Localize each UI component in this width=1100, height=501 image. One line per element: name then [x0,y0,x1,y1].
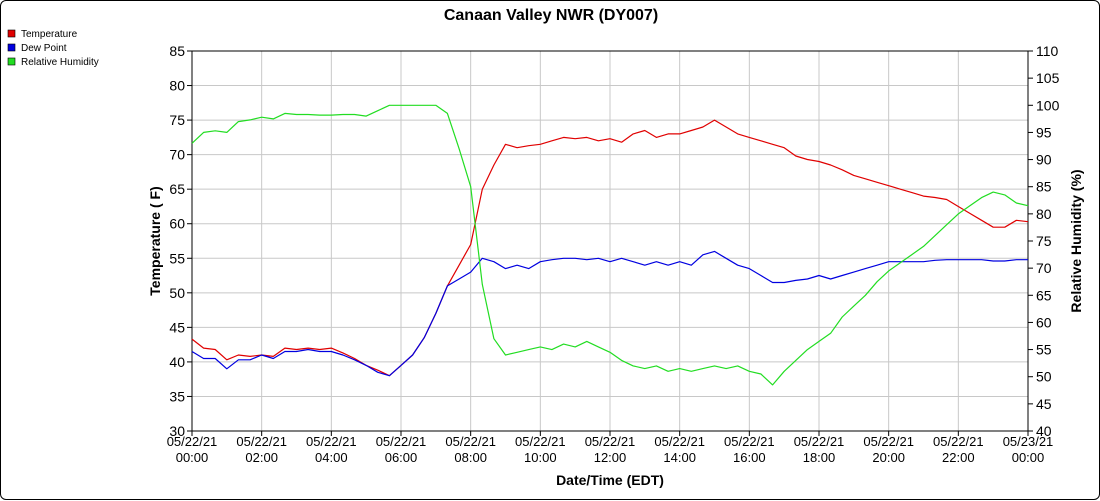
x-tick-date: 05/22/21 [794,434,845,449]
y-tick-label: 80 [169,78,185,94]
legend-label: Relative Humidity [21,57,99,68]
x-tick-date: 05/22/21 [933,434,984,449]
y-tick-label: 85 [169,43,185,59]
series-lines [191,104,1029,386]
legend-swatch [7,29,16,38]
x-tick-date: 05/22/21 [376,434,427,449]
x-tick-time: 08:00 [454,450,487,465]
legend-swatch [7,43,16,52]
x-tick-time: 02:00 [245,450,278,465]
y2-tick-label: 95 [1036,124,1052,140]
y-tick-label: 70 [169,147,185,163]
y2-tick-label: 75 [1036,233,1052,249]
y-tick-label: 65 [169,181,185,197]
legend-label: Temperature [21,29,78,40]
y2-tick-label: 85 [1036,179,1052,195]
x-tick-time: 14:00 [663,450,696,465]
y2-tick-label: 70 [1036,260,1052,276]
y-tick-label: 45 [169,319,185,335]
x-tick-time: 22:00 [942,450,975,465]
grid [191,50,1029,432]
x-tick-date: 05/22/21 [515,434,566,449]
y-tick-label: 60 [169,216,185,232]
x-tick-time: 18:00 [803,450,836,465]
x-tick-date: 05/22/21 [167,434,218,449]
y2-tick-label: 40 [1036,423,1052,439]
y2-axis-title: Relative Humidity (%) [1068,169,1084,312]
x-tick-date: 05/22/21 [236,434,287,449]
x-axis-ticks: 05/22/2100:0005/22/2102:0005/22/2104:000… [167,431,1054,465]
legend: Temperature Dew Point Relative Humidity [7,29,99,68]
y2-tick-label: 90 [1036,152,1052,168]
y2-tick-label: 80 [1036,206,1052,222]
x-tick-date: 05/22/21 [654,434,705,449]
x-tick-date: 05/22/21 [306,434,357,449]
y2-tick-label: 100 [1036,97,1060,113]
y2-tick-label: 55 [1036,342,1052,358]
x-tick-time: 20:00 [872,450,905,465]
chart-title: Canaan Valley NWR (DY007) [444,7,658,24]
x-tick-time: 06:00 [385,450,418,465]
y2-tick-label: 65 [1036,287,1052,303]
right-axis-ticks: 40 45 50 55 60 65 70 75 80 85 90 95 100 105 110 [1028,43,1060,439]
y-tick-label: 55 [169,250,185,266]
x-tick-time: 16:00 [733,450,766,465]
x-tick-date: 05/22/21 [863,434,914,449]
x-tick-date: 05/22/21 [724,434,775,449]
y-tick-label: 75 [169,112,185,128]
temperature-line [191,119,1029,377]
y-tick-label: 35 [169,388,185,404]
x-tick-time: 00:00 [176,450,209,465]
y2-tick-label: 60 [1036,314,1052,330]
legend-label: Dew Point [21,43,67,54]
x-tick-time: 10:00 [524,450,557,465]
y2-tick-label: 50 [1036,369,1052,385]
dew-point-line [191,250,1028,377]
relative-humidity-line [191,104,1029,386]
y-tick-label: 30 [169,423,185,439]
y-tick-label: 40 [169,354,185,370]
left-axis-ticks: 30 35 40 45 50 55 60 65 70 75 80 85 [169,43,192,439]
x-tick-time: 00:00 [1012,450,1045,465]
x-tick-date: 05/22/21 [585,434,636,449]
y-axis-title: Temperature ( F) [147,186,163,295]
x-tick-time: 04:00 [315,450,348,465]
x-tick-date: 05/23/21 [1003,434,1054,449]
y2-tick-label: 105 [1036,70,1060,86]
legend-swatch [7,57,16,66]
x-axis-title: Date/Time (EDT) [556,472,664,488]
y2-tick-label: 110 [1036,43,1059,59]
x-tick-time: 12:00 [594,450,627,465]
y-tick-label: 50 [169,285,185,301]
y2-tick-label: 45 [1036,396,1052,412]
x-tick-date: 05/22/21 [445,434,496,449]
